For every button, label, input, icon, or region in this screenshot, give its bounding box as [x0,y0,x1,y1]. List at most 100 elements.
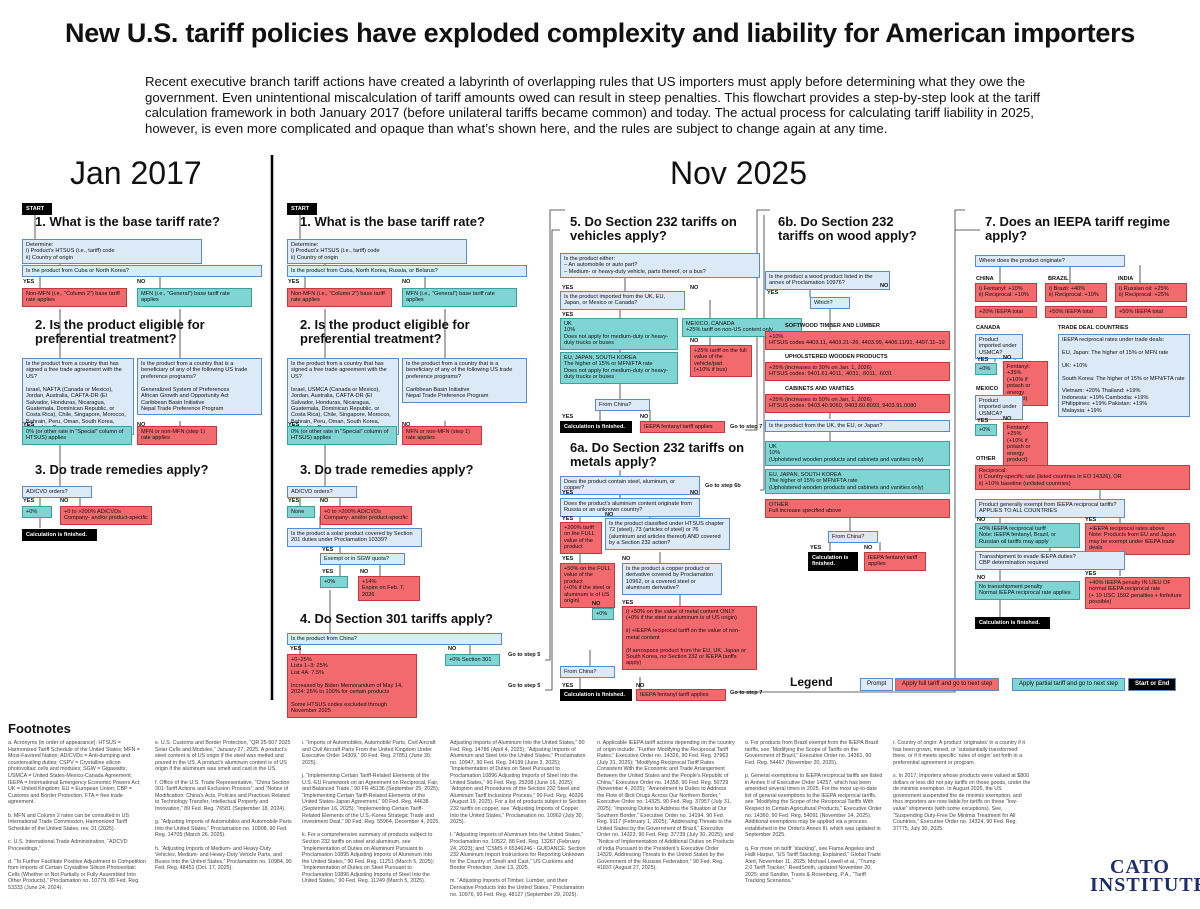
step-heading: 3. Do trade remedies apply? [300,462,474,477]
branch-label: NO [402,422,411,428]
full-tariff-box: i) Fentanyl: +10% ii) Reciprocal: +10% [975,283,1037,302]
full-tariff-box: +50% on the FULL value of the product (+… [560,563,615,608]
full-tariff-box: +50% IEEPA total [1115,306,1187,319]
full-tariff-box: MFN or non-MFN (step 1) rate applies [137,426,217,445]
branch-label: YES [322,569,334,575]
step-heading: 1. What is the base tariff rate? [300,214,485,229]
label: MEXICO [976,386,999,392]
branch-label: NO [690,285,699,291]
label: Go to step 7 [730,424,763,430]
legend-item: Apply full tariff and go to next step [895,678,1000,691]
full-tariff-box: Fentanyl: +25% (+10% if potash or energy… [1003,422,1048,467]
prompt-box: From China? [595,399,650,412]
branch-label: NO [690,490,699,496]
partial-tariff-box: +0% [320,576,348,589]
footnote: e. U.S. Customs and Border Protection, “… [155,740,292,872]
branch-label: YES [23,498,35,504]
footnote: a. Acronyms (in order of appearance): HT… [8,740,146,892]
step-heading: 4. Do Section 301 tariffs apply? [300,611,493,626]
branch-label: NO [636,683,645,689]
intro: Recent executive branch tariff actions h… [145,74,1041,136]
step-heading: 3. Do trade remedies apply? [35,462,209,477]
full-tariff-box: Fentanyl: +35% (+10% if potash or energy… [1003,361,1048,406]
prompt-box: From China? [560,666,615,679]
label: CANADA [976,325,1001,331]
branch-label: YES [977,418,989,424]
prompt-box: Transshipment to evade IEEPA duties? CBP… [975,551,1125,570]
partial-tariff-box: +0% [592,608,614,621]
prompt-box: Is the product from a country that has s… [287,358,399,435]
partial-tariff-box: None [287,506,315,519]
label: BRAZIL [1048,276,1069,282]
full-tariff-box: +25% (increases to 30% on Jan. 1, 2026) … [765,362,950,381]
label: SOFTWOOD TIMBER AND LUMBER [785,323,880,329]
footnote: n. Applicable IEEPA tariff actions depen… [597,740,735,872]
label: CABINETS AND VANITIES [785,386,854,392]
start-end-box: Calculation is finished. [975,617,1050,630]
full-tariff-box: Reciprocal: i) Country-specific rate (li… [975,465,1190,491]
partial-tariff-box: +0% [975,424,997,437]
branch-label: YES [562,312,574,318]
prompt-box: Is the product from a country that has s… [22,358,134,435]
partial-tariff-box: UK 10% Does not apply for medium-duty or… [560,318,678,350]
full-tariff-box: +IEEPA reciprocal rates above Note: Prod… [1085,523,1190,555]
full-tariff-box: +200% tariff on the FULL value of the pr… [560,522,602,554]
prompt-box: Determine: i) Product's HTSUS (i.e., tar… [287,239,467,265]
branch-label: NO [137,422,146,428]
period-label: Jan 2017 [70,155,202,191]
branch-label: NO [880,283,889,289]
prompt-box: Product generally exempt from IEEPA reci… [975,499,1125,518]
start-end-box: Calculation is finished. [560,689,632,702]
full-tariff-box: +0–25% Lists 1–3: 25% List 4A: 7.5% Incr… [287,654,417,718]
branch-label: NO [320,498,329,504]
partial-tariff-box: UK 10% (Upholstered wooden products and … [765,441,950,467]
prompt-box: AD/CVD orders? [22,486,92,499]
branch-label: NO [137,279,146,285]
partial-tariff-box: +0% [975,363,997,376]
branch-label: NO [1003,355,1012,361]
full-tariff-box: IEEPA fentanyl tariff applies [864,552,926,571]
prompt-box: Is the product a wood product listed in … [765,271,890,290]
full-tariff-box: +50% IEEPA total [1045,306,1107,319]
branch-label: YES [290,646,302,652]
label: Go to step 5 [508,652,541,658]
branch-label: NO [1003,416,1012,422]
start-end-box: Calculation is finished. [560,421,632,434]
full-tariff-box: i) Brazil: +40% ii) Reciprocal: +10% [1045,283,1107,302]
prompt-box: IEEPA reciprocal rates under trade deals… [1058,334,1190,418]
prompt-box: Where does the product originate? [975,255,1125,268]
partial-tariff-box: No transshipment penalty Normal IEEPA re… [975,581,1080,600]
branch-label: YES [810,545,822,551]
prompt-box: Is the product classified under HTSUS ch… [605,518,730,550]
legend-item: Apply partial tariff and go to next step [1012,678,1125,691]
branch-label: NO [448,646,457,652]
prompt-box: Is the product from a country that is a … [137,358,262,416]
logo: CATO INSTITUTE [1090,856,1200,896]
prompt-box: Is the product from the UK, the EU, or J… [765,420,950,433]
step-heading: 6b. Do Section 232 tariffs on wood apply… [778,214,917,243]
branch-label: YES [562,516,574,522]
label: UPHOLSTERED WOODEN PRODUCTS [785,354,888,360]
full-tariff-box: +40% IEEPA penalty IN LIEU OF normal IEE… [1085,577,1190,609]
label: Go to step 6b [705,483,741,489]
start-end-box: START [287,203,317,216]
branch-label: YES [23,422,35,428]
full-tariff-box: +0 to >200% AD/CVDs Company- and/or prod… [60,506,152,525]
legend-item: Start or End [1128,678,1177,691]
full-tariff-box: +20% IEEPA total [975,306,1037,319]
label: Go to step 5 [508,683,541,689]
prompt-box: Exempt or in SGW quota? [320,553,405,566]
branch-label: YES [622,600,634,606]
step-heading: 2. Is the product eligible for preferent… [300,317,470,346]
branch-label: YES [977,357,989,363]
full-tariff-box: Non-MFN (i.e., “Column 2”) base tariff r… [22,288,127,307]
step-heading: 1. What is the base tariff rate? [35,214,220,229]
start-end-box: Calculation is finished. [22,529,97,542]
branch-label: NO [402,279,411,285]
label: Go to step 7 [730,690,763,696]
branch-label: YES [1085,517,1097,523]
full-tariff-box: +25% (increases to 50% on Jan. 1, 2026) … [765,394,950,413]
partial-tariff-box: +0% [22,506,52,519]
prompt-box: Does the product contain steel, aluminum… [560,476,700,495]
partial-tariff-box: EU, JAPAN, SOUTH KOREA The higher of 15%… [765,469,950,495]
